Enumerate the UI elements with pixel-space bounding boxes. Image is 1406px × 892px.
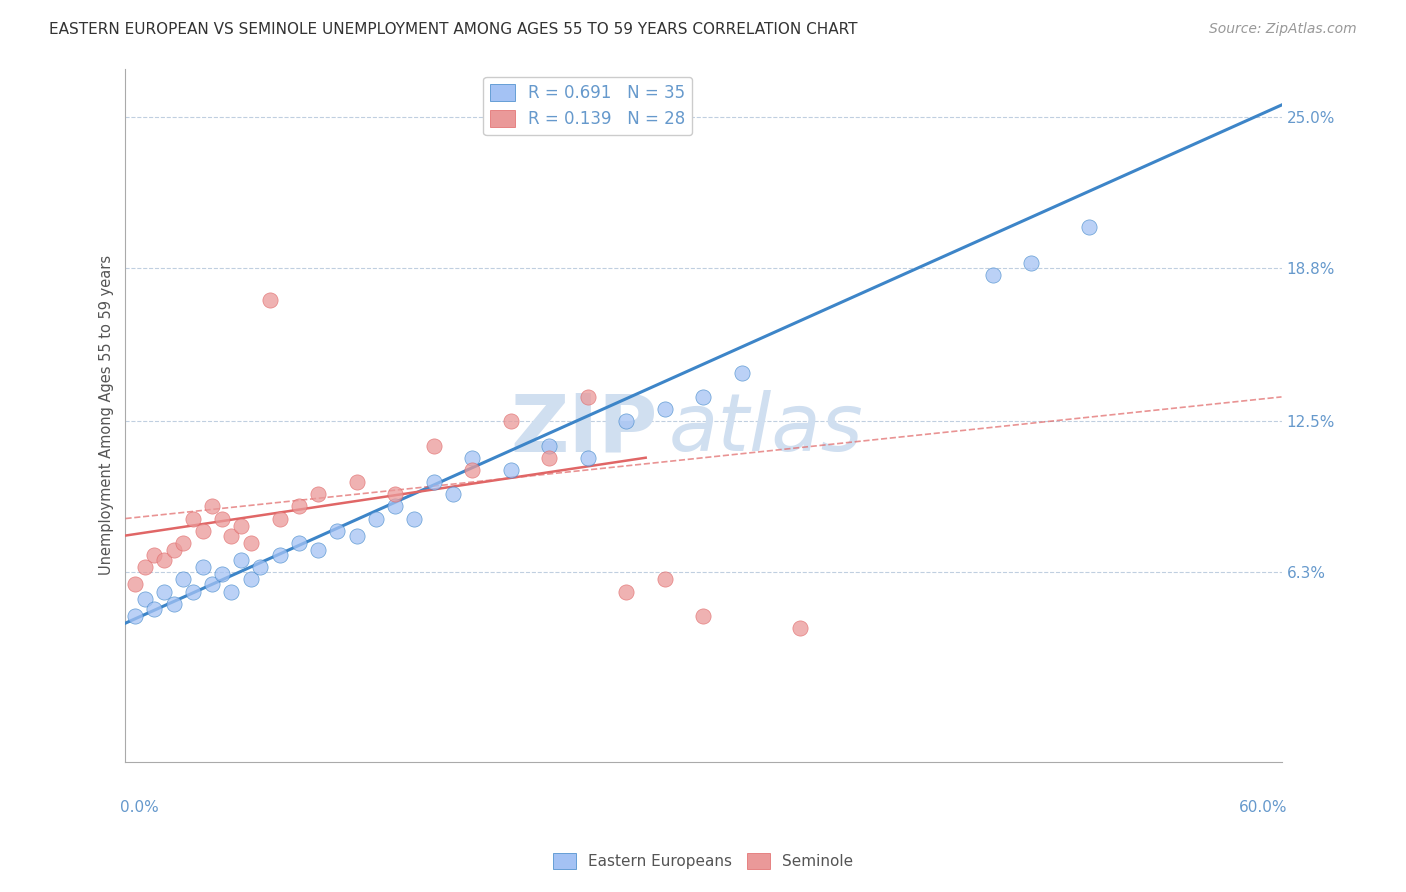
Point [538, 450, 561, 465]
Text: 60.0%: 60.0% [1239, 800, 1288, 815]
Point [1077, 219, 1099, 234]
Point [326, 524, 349, 538]
Point [616, 584, 638, 599]
Point [346, 528, 368, 542]
Point [384, 487, 406, 501]
Point [211, 567, 233, 582]
Point [654, 402, 676, 417]
Point [259, 293, 281, 307]
Point [221, 528, 243, 542]
Point [499, 463, 522, 477]
Point [191, 524, 214, 538]
Point [249, 560, 271, 574]
Point [288, 536, 311, 550]
Point [288, 500, 311, 514]
Text: 0.0%: 0.0% [120, 800, 159, 815]
Point [461, 450, 484, 465]
Point [692, 390, 714, 404]
Point [162, 543, 184, 558]
Point [239, 572, 262, 586]
Point [307, 487, 329, 501]
Point [229, 518, 252, 533]
Point [143, 548, 166, 562]
Point [172, 536, 194, 550]
Point [789, 621, 811, 635]
Point [692, 608, 714, 623]
Text: atlas: atlas [669, 390, 863, 468]
Point [731, 366, 754, 380]
Legend: R = 0.691   N = 35, R = 0.139   N = 28: R = 0.691 N = 35, R = 0.139 N = 28 [484, 77, 692, 135]
Point [191, 560, 214, 574]
Point [124, 577, 146, 591]
Point [153, 584, 176, 599]
Point [134, 560, 156, 574]
Point [616, 414, 638, 428]
Text: ZIP: ZIP [510, 390, 657, 468]
Point [221, 584, 243, 599]
Point [576, 390, 599, 404]
Point [201, 500, 224, 514]
Legend: Eastern Europeans, Seminole: Eastern Europeans, Seminole [547, 847, 859, 875]
Point [162, 597, 184, 611]
Point [364, 511, 387, 525]
Y-axis label: Unemployment Among Ages 55 to 59 years: Unemployment Among Ages 55 to 59 years [100, 255, 114, 575]
Point [461, 463, 484, 477]
Text: Source: ZipAtlas.com: Source: ZipAtlas.com [1209, 22, 1357, 37]
Point [239, 536, 262, 550]
Point [172, 572, 194, 586]
Point [423, 475, 446, 489]
Point [269, 548, 291, 562]
Point [423, 439, 446, 453]
Point [134, 591, 156, 606]
Point [307, 543, 329, 558]
Point [181, 584, 204, 599]
Point [1019, 256, 1042, 270]
Point [346, 475, 368, 489]
Point [153, 553, 176, 567]
Point [229, 553, 252, 567]
Point [441, 487, 464, 501]
Point [981, 268, 1004, 283]
Point [576, 450, 599, 465]
Point [499, 414, 522, 428]
Point [211, 511, 233, 525]
Point [404, 511, 426, 525]
Point [124, 608, 146, 623]
Point [269, 511, 291, 525]
Point [538, 439, 561, 453]
Point [143, 601, 166, 615]
Point [654, 572, 676, 586]
Point [201, 577, 224, 591]
Point [384, 500, 406, 514]
Text: EASTERN EUROPEAN VS SEMINOLE UNEMPLOYMENT AMONG AGES 55 TO 59 YEARS CORRELATION : EASTERN EUROPEAN VS SEMINOLE UNEMPLOYMEN… [49, 22, 858, 37]
Point [181, 511, 204, 525]
